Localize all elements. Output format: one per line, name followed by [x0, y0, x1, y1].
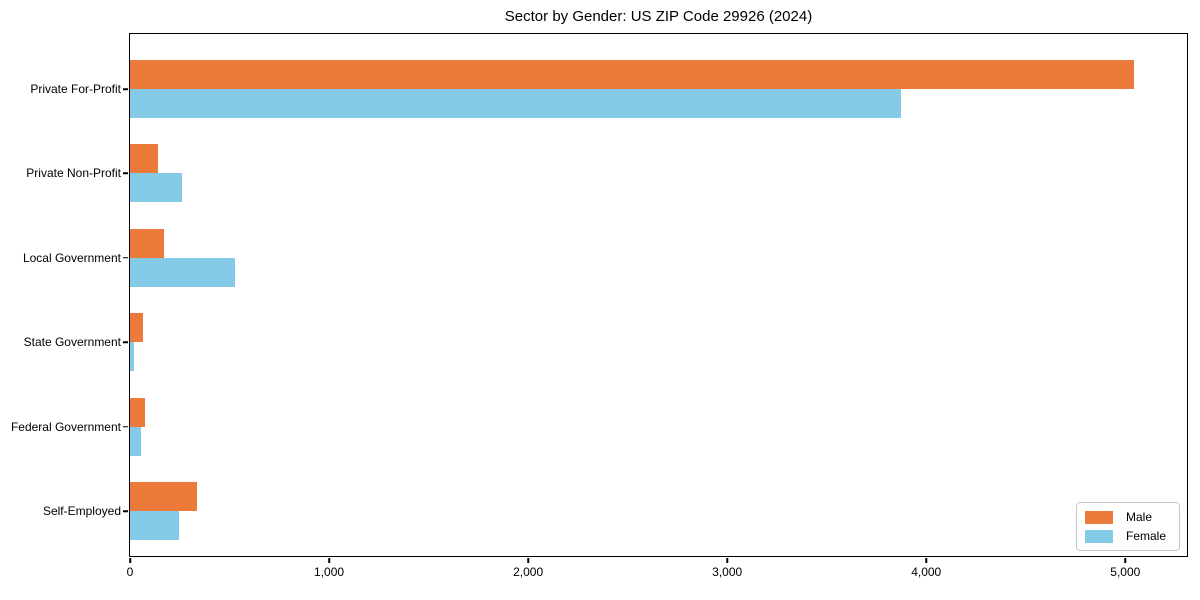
legend-entry-female: Female: [1084, 529, 1166, 543]
bar-male: [130, 144, 158, 174]
y-tick-label: State Government: [23, 335, 121, 350]
legend-label-female: Female: [1125, 529, 1166, 543]
legend: Male Female: [1075, 502, 1180, 551]
bar-female: [130, 173, 182, 203]
x-tick-mark: [527, 558, 529, 563]
x-tick-mark: [1124, 558, 1127, 563]
legend-entry-male: Male: [1084, 510, 1166, 524]
female-swatch: [1084, 529, 1113, 543]
bar-female: [130, 89, 902, 118]
bar-male: [130, 313, 143, 343]
x-tick-label: 1,000: [314, 565, 345, 579]
bar-male: [130, 397, 145, 427]
y-tick-mark: [123, 88, 128, 90]
bar-female: [130, 342, 134, 372]
y-tick-label: Federal Government: [10, 419, 121, 434]
y-tick-label: Local Government: [22, 250, 121, 265]
x-tick-label: 4,000: [911, 565, 942, 579]
x-tick-label: 0: [126, 565, 134, 579]
bar-female: [130, 511, 179, 540]
bar-male: [130, 60, 1135, 89]
x-tick-mark: [726, 558, 728, 563]
bar-female: [130, 257, 235, 287]
y-tick-mark: [123, 257, 128, 259]
x-tick-label: 5,000: [1110, 565, 1141, 579]
bar-male: [130, 228, 164, 258]
y-tick-label: Self-Employed: [42, 504, 121, 518]
x-tick-label: 2,000: [513, 565, 544, 579]
x-tick-mark: [328, 558, 330, 563]
plot-area: Private For-Profit Private Non-Profit Loca…: [11, 33, 1188, 579]
bar-female: [130, 426, 141, 456]
legend-label-male: Male: [1125, 510, 1152, 524]
x-tick-mark: [129, 558, 131, 563]
chart-title: Sector by Gender: US ZIP Code 29926 (202…: [504, 8, 813, 25]
male-swatch: [1084, 510, 1113, 524]
y-tick-mark: [123, 425, 128, 428]
bar-male: [130, 482, 197, 511]
y-tick-label: Private Non-Profit: [26, 166, 121, 181]
y-tick-mark: [123, 172, 128, 175]
y-tick-mark: [123, 341, 128, 343]
x-tick-label: 3,000: [712, 565, 743, 579]
x-tick-mark: [925, 558, 927, 563]
y-tick-label: Private For-Profit: [30, 82, 121, 96]
y-tick-mark: [123, 510, 128, 512]
